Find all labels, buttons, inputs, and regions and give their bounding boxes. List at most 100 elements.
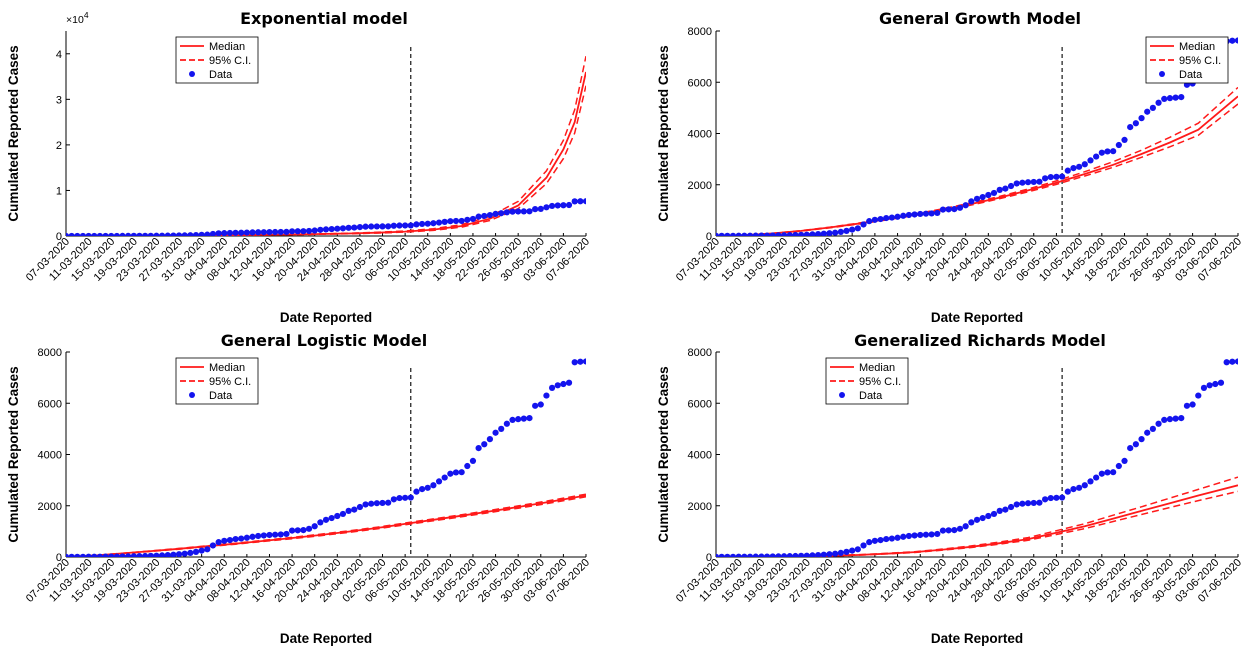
data-point	[956, 525, 964, 532]
y-tick-label: 6000	[688, 77, 712, 89]
data-point	[108, 553, 115, 557]
chart-panel-1: Exponential model01234×10407-03-202011-0…	[6, 9, 592, 325]
data-point	[424, 220, 431, 227]
data-point	[475, 444, 482, 452]
data-point	[96, 232, 104, 236]
data-point	[571, 359, 578, 366]
data-point	[826, 230, 833, 236]
data-point	[554, 382, 561, 389]
data-point	[1115, 141, 1122, 149]
data-point	[1024, 179, 1032, 186]
data-point	[854, 225, 861, 232]
y-tick-label: 4000	[688, 129, 712, 141]
data-point	[1087, 478, 1094, 485]
data-point	[452, 469, 460, 476]
ci-line	[716, 490, 1238, 557]
y-tick-label: 2	[56, 140, 62, 152]
data-point	[1166, 416, 1174, 423]
data-point	[934, 530, 941, 538]
data-point	[272, 531, 279, 538]
data-point	[204, 546, 211, 553]
data-point	[164, 232, 171, 236]
data-point	[413, 221, 420, 228]
data-point	[1007, 503, 1015, 511]
data-point	[226, 229, 234, 236]
data-point	[272, 228, 279, 236]
data-point	[385, 499, 392, 506]
legend-ci-label: 95% C.I.	[1179, 55, 1221, 67]
data-point	[339, 510, 347, 518]
data-point	[871, 216, 878, 223]
data-point	[883, 535, 890, 543]
data-point	[232, 229, 239, 236]
data-point	[735, 232, 742, 236]
y-axis-label: Cumulated Reported Cases	[6, 366, 21, 542]
data-point	[311, 227, 318, 234]
data-point	[746, 553, 754, 557]
data-point	[1081, 482, 1088, 489]
data-point	[951, 205, 958, 213]
data-point	[786, 553, 793, 557]
data-point	[582, 358, 586, 365]
data-point	[458, 217, 465, 225]
data-point	[317, 519, 324, 526]
y-tick-label: 8000	[38, 347, 62, 359]
legend-median-label: Median	[209, 362, 245, 374]
data-point	[164, 551, 171, 557]
data-point	[475, 213, 482, 220]
legend-data-marker	[1159, 71, 1165, 77]
data-point	[469, 215, 477, 223]
data-point	[209, 230, 217, 236]
data-point	[305, 525, 313, 532]
data-point	[1234, 358, 1238, 365]
data-point	[464, 216, 471, 223]
data-point	[158, 232, 166, 236]
data-point	[113, 553, 120, 557]
median-line	[716, 95, 1238, 236]
data-point	[1041, 175, 1049, 182]
data-point	[571, 198, 578, 205]
data-point	[724, 553, 731, 557]
data-point	[560, 202, 567, 209]
data-point	[849, 547, 856, 554]
data-point	[1024, 500, 1032, 507]
data-point	[1070, 485, 1077, 493]
ci-line	[66, 85, 586, 236]
data-point	[1183, 402, 1191, 409]
data-point	[945, 206, 952, 213]
data-point	[922, 531, 930, 538]
data-point	[198, 547, 205, 554]
data-point	[962, 523, 969, 530]
data-point	[91, 553, 98, 557]
data-point	[305, 227, 313, 235]
data-point	[894, 534, 901, 541]
data-point	[1013, 180, 1020, 187]
data-point	[775, 553, 782, 557]
ci-line	[716, 86, 1238, 236]
data-point	[729, 232, 737, 236]
data-point	[832, 229, 839, 236]
data-point	[1093, 153, 1100, 160]
data-point	[1087, 157, 1094, 164]
legend-median-label: Median	[859, 362, 895, 374]
data-point	[877, 215, 884, 223]
data-point	[368, 500, 375, 507]
data-point	[837, 228, 844, 235]
data-point	[249, 229, 256, 236]
data-point	[1155, 99, 1162, 106]
data-point	[934, 209, 941, 217]
data-point	[716, 553, 720, 557]
data-point	[990, 189, 998, 197]
y-axis-label: Cumulated Reported Cases	[6, 45, 21, 221]
data-point	[1144, 108, 1151, 115]
data-point	[509, 416, 516, 424]
data-point	[1132, 441, 1139, 448]
data-point	[266, 531, 273, 539]
data-point	[255, 532, 262, 540]
data-point	[996, 507, 1003, 514]
data-point	[322, 226, 330, 233]
data-point	[356, 224, 364, 231]
data-point	[379, 223, 386, 230]
data-point	[498, 210, 505, 217]
data-point	[498, 425, 505, 432]
